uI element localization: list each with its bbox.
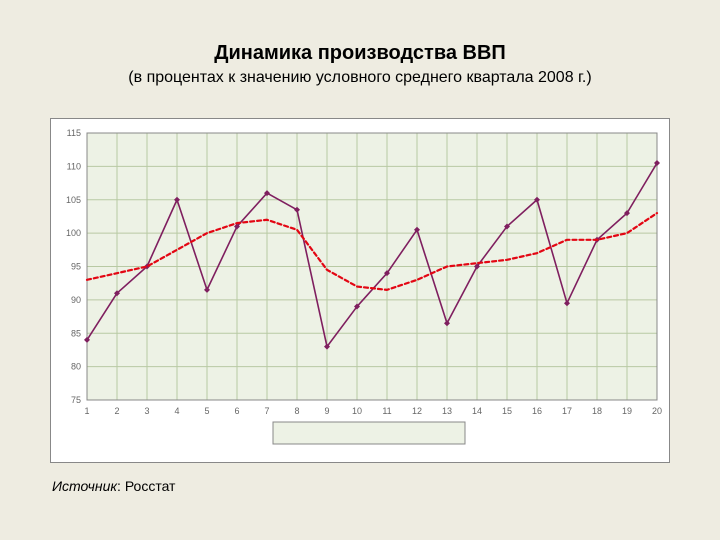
svg-text:11: 11 (382, 406, 391, 416)
source-line: Источник: Росстат (52, 478, 175, 494)
svg-text:85: 85 (71, 328, 81, 338)
svg-text:95: 95 (71, 262, 81, 272)
svg-text:3: 3 (144, 406, 149, 416)
svg-text:100: 100 (66, 228, 81, 238)
svg-text:16: 16 (532, 406, 542, 416)
svg-text:105: 105 (66, 195, 81, 205)
svg-text:6: 6 (234, 406, 239, 416)
source-label: Источник (52, 478, 117, 494)
source-value: Росстат (125, 478, 176, 494)
svg-text:2: 2 (114, 406, 119, 416)
svg-text:80: 80 (71, 362, 81, 372)
svg-text:15: 15 (502, 406, 512, 416)
svg-text:14: 14 (472, 406, 482, 416)
svg-text:17: 17 (562, 406, 572, 416)
svg-text:110: 110 (67, 161, 81, 171)
svg-text:18: 18 (592, 406, 602, 416)
page-subtitle: (в процентах к значению условного средне… (0, 69, 720, 87)
svg-text:12: 12 (412, 406, 422, 416)
source-sep: : (117, 478, 125, 494)
svg-text:115: 115 (67, 128, 81, 138)
svg-text:20: 20 (652, 406, 662, 416)
page-title: Динамика производства ВВП (0, 42, 720, 65)
svg-text:19: 19 (622, 406, 632, 416)
chart-container: 7580859095100105110115123456789101112131… (50, 118, 670, 463)
chart-svg: 7580859095100105110115123456789101112131… (51, 119, 669, 462)
svg-text:10: 10 (352, 406, 362, 416)
svg-text:75: 75 (71, 395, 81, 405)
svg-text:13: 13 (442, 406, 452, 416)
svg-text:8: 8 (294, 406, 299, 416)
svg-text:4: 4 (174, 406, 179, 416)
svg-text:1: 1 (84, 406, 89, 416)
svg-text:90: 90 (71, 295, 81, 305)
svg-text:9: 9 (324, 406, 329, 416)
svg-text:5: 5 (204, 406, 209, 416)
svg-text:7: 7 (264, 406, 269, 416)
